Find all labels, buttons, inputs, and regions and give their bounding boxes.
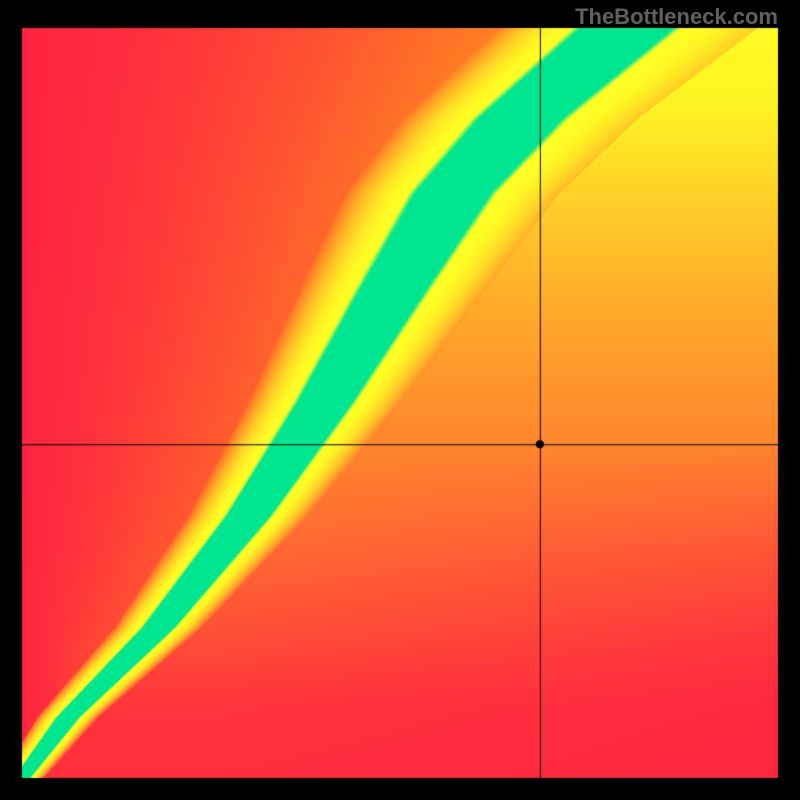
chart-container: TheBottleneck.com xyxy=(0,0,800,800)
watermark-text: TheBottleneck.com xyxy=(575,4,778,30)
heatmap-canvas xyxy=(0,0,800,800)
